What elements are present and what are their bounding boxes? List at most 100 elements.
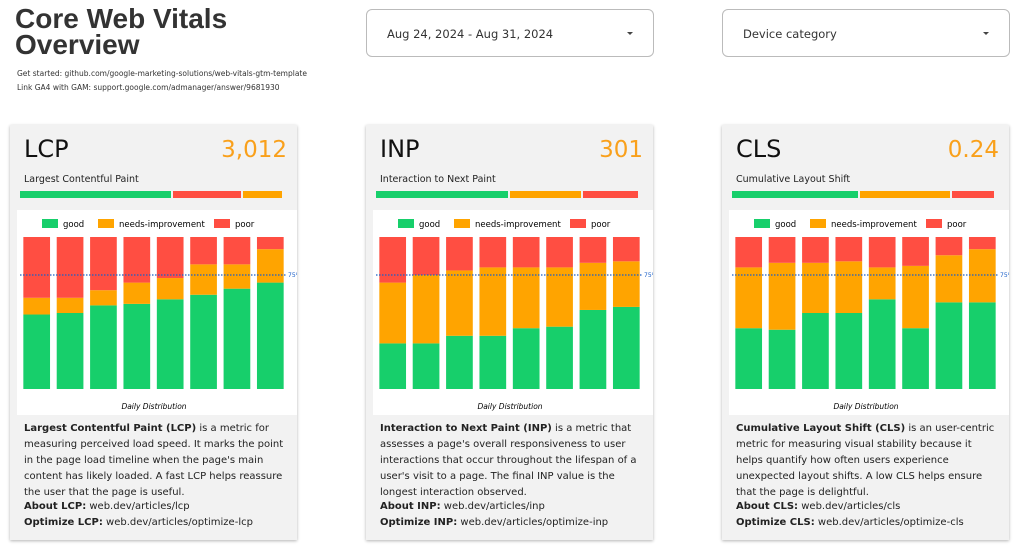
bar-segment xyxy=(479,267,507,336)
bar-segment xyxy=(835,261,863,313)
bar-segment xyxy=(768,237,796,263)
bar-segment xyxy=(223,264,251,289)
description: Largest Contentful Paint (LCP) is a metr… xyxy=(24,421,286,501)
bar-segment xyxy=(612,237,640,262)
bar-segment xyxy=(223,237,251,265)
link-url[interactable]: web.dev/articles/optimize-cls xyxy=(817,517,964,528)
bar-segment xyxy=(835,237,863,262)
link-label: Optimize LCP: xyxy=(24,517,103,528)
legend-swatch xyxy=(570,219,586,228)
bar-segment xyxy=(546,326,573,389)
bar-segment xyxy=(868,237,896,268)
bar-segment xyxy=(412,237,440,275)
bar-segment xyxy=(546,267,573,327)
threshold-label: 75% xyxy=(644,272,653,279)
header-link: Link GA4 with GAM: support.google.com/ad… xyxy=(17,83,280,92)
link-url[interactable]: web.dev/articles/optimize-lcp xyxy=(106,517,253,528)
metric-value: 301 xyxy=(599,137,643,163)
bar-segment xyxy=(802,313,829,389)
distribution-chart: good needs-improvement poor 75% Daily Distri… xyxy=(17,210,297,415)
bar-segment xyxy=(190,237,217,265)
bar-segment xyxy=(23,297,51,315)
bar-segment xyxy=(446,237,473,271)
link-url[interactable]: web.dev/articles/cls xyxy=(801,501,901,512)
bar-segment xyxy=(968,302,996,389)
legend-label: poor xyxy=(235,220,255,230)
bar-segment xyxy=(90,305,117,389)
metric-card: CLS 0.24 Cumulative Layout Shift good needs-… xyxy=(722,125,1009,540)
chart-caption: Daily Distribution xyxy=(121,402,186,411)
bar-segment xyxy=(156,299,184,389)
bar-segment xyxy=(379,237,407,283)
legend-swatch xyxy=(98,219,114,228)
bar-segment xyxy=(802,237,829,263)
bar-segment xyxy=(902,237,929,266)
bar-segment xyxy=(512,237,540,268)
legend-label: needs-improvement xyxy=(119,220,205,230)
threshold-label: 75% xyxy=(1000,272,1009,279)
description-text: is an user-centric metric for measuring … xyxy=(736,423,995,498)
bar-segment xyxy=(256,282,284,389)
metric-value: 3,012 xyxy=(221,137,287,163)
distribution-chart: good needs-improvement poor 75% Daily Distri… xyxy=(729,210,1009,415)
bar-segment xyxy=(835,313,863,389)
legend-swatch xyxy=(926,219,942,228)
device-filter[interactable]: Device category xyxy=(722,9,1010,57)
scale-segment xyxy=(732,191,859,198)
link-label: About INP: xyxy=(380,501,441,512)
bar-segment xyxy=(768,329,796,389)
description-term: Largest Contentful Paint (LCP) xyxy=(24,423,197,434)
bar-segment xyxy=(579,309,607,389)
bar-segment xyxy=(579,237,607,263)
scale-segment xyxy=(173,191,241,198)
metric-subtitle: Interaction to Next Paint xyxy=(380,174,496,185)
resource-link: Optimize CLS: web.dev/articles/optimize-… xyxy=(736,517,964,528)
legend-swatch xyxy=(398,219,414,228)
metric-value: 0.24 xyxy=(947,137,999,163)
header-link: Get started: github.com/google-marketing… xyxy=(17,69,307,78)
link-label: Optimize CLS: xyxy=(736,517,815,528)
legend-swatch xyxy=(810,219,826,228)
link-url[interactable]: web.dev/articles/optimize-inp xyxy=(460,517,609,528)
resource-link: About INP: web.dev/articles/inp xyxy=(380,501,545,512)
bar-segment xyxy=(612,261,640,307)
date-filter[interactable]: Aug 24, 2024 - Aug 31, 2024 xyxy=(366,9,654,57)
resource-link: Optimize INP: web.dev/articles/optimize-… xyxy=(380,517,608,528)
scale-segment xyxy=(951,191,995,198)
legend-label: good xyxy=(63,220,84,230)
bar-segment xyxy=(123,237,151,283)
description-text: is a metric for measuring perceived load… xyxy=(24,423,284,498)
bar-segment xyxy=(256,249,284,283)
bar-segment xyxy=(412,275,440,344)
description-term: Cumulative Layout Shift (CLS) xyxy=(736,423,906,434)
legend-swatch xyxy=(42,219,58,228)
threshold-scale xyxy=(20,191,282,198)
chart-caption: Daily Distribution xyxy=(477,402,542,411)
description: Interaction to Next Paint (INP) is a met… xyxy=(380,421,642,501)
threshold-scale xyxy=(732,191,995,198)
description-text: is a metric that assesses a page's overa… xyxy=(380,423,637,498)
bar-segment xyxy=(223,288,251,389)
scale-segment xyxy=(376,191,508,198)
bar-segment xyxy=(379,343,407,389)
scale-segment xyxy=(20,191,172,198)
resource-link: About CLS: web.dev/articles/cls xyxy=(736,501,900,512)
bar-segment xyxy=(612,306,640,389)
bar-segment xyxy=(935,255,963,303)
scale-segment xyxy=(582,191,638,198)
bar-segment xyxy=(512,328,540,389)
bar-segment xyxy=(479,335,507,389)
bar-segment xyxy=(23,314,51,389)
bar-segment xyxy=(968,249,996,303)
legend-label: needs-improvement xyxy=(831,220,917,230)
bar-segment xyxy=(735,267,763,329)
bar-segment xyxy=(802,262,829,313)
link-url[interactable]: web.dev/articles/inp xyxy=(443,501,545,512)
bar-segment xyxy=(768,262,796,330)
bar-segment xyxy=(735,237,763,268)
scale-segment xyxy=(860,191,950,198)
bar-segment xyxy=(56,237,84,298)
bar-segment xyxy=(156,278,184,300)
link-url[interactable]: web.dev/articles/lcp xyxy=(89,501,190,512)
